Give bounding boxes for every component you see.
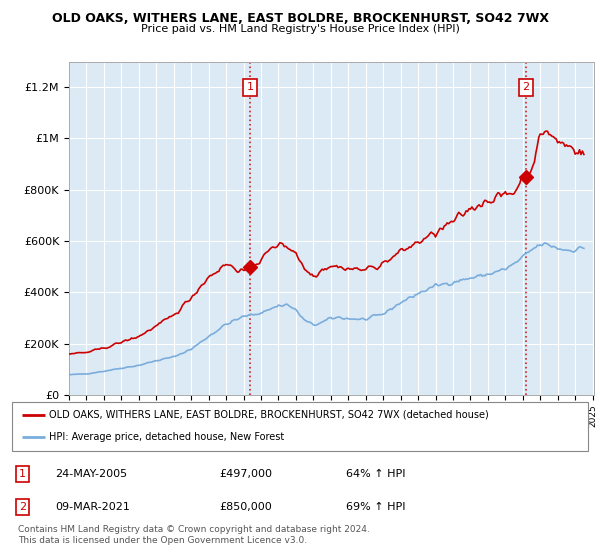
Text: HPI: Average price, detached house, New Forest: HPI: Average price, detached house, New … [49, 432, 284, 442]
Text: £497,000: £497,000 [220, 469, 272, 479]
Text: OLD OAKS, WITHERS LANE, EAST BOLDRE, BROCKENHURST, SO42 7WX (detached house): OLD OAKS, WITHERS LANE, EAST BOLDRE, BRO… [49, 410, 489, 420]
Text: 2: 2 [522, 82, 529, 92]
Text: 1: 1 [19, 469, 26, 479]
Text: Price paid vs. HM Land Registry's House Price Index (HPI): Price paid vs. HM Land Registry's House … [140, 24, 460, 34]
FancyBboxPatch shape [12, 402, 588, 451]
Text: 69% ↑ HPI: 69% ↑ HPI [346, 502, 406, 512]
Text: 24-MAY-2005: 24-MAY-2005 [55, 469, 127, 479]
Text: 64% ↑ HPI: 64% ↑ HPI [346, 469, 406, 479]
Text: Contains HM Land Registry data © Crown copyright and database right 2024.
This d: Contains HM Land Registry data © Crown c… [18, 525, 370, 545]
Text: OLD OAKS, WITHERS LANE, EAST BOLDRE, BROCKENHURST, SO42 7WX: OLD OAKS, WITHERS LANE, EAST BOLDRE, BRO… [52, 12, 548, 25]
Text: 2: 2 [19, 502, 26, 512]
Text: £850,000: £850,000 [220, 502, 272, 512]
Text: 09-MAR-2021: 09-MAR-2021 [55, 502, 130, 512]
Text: 1: 1 [247, 82, 254, 92]
